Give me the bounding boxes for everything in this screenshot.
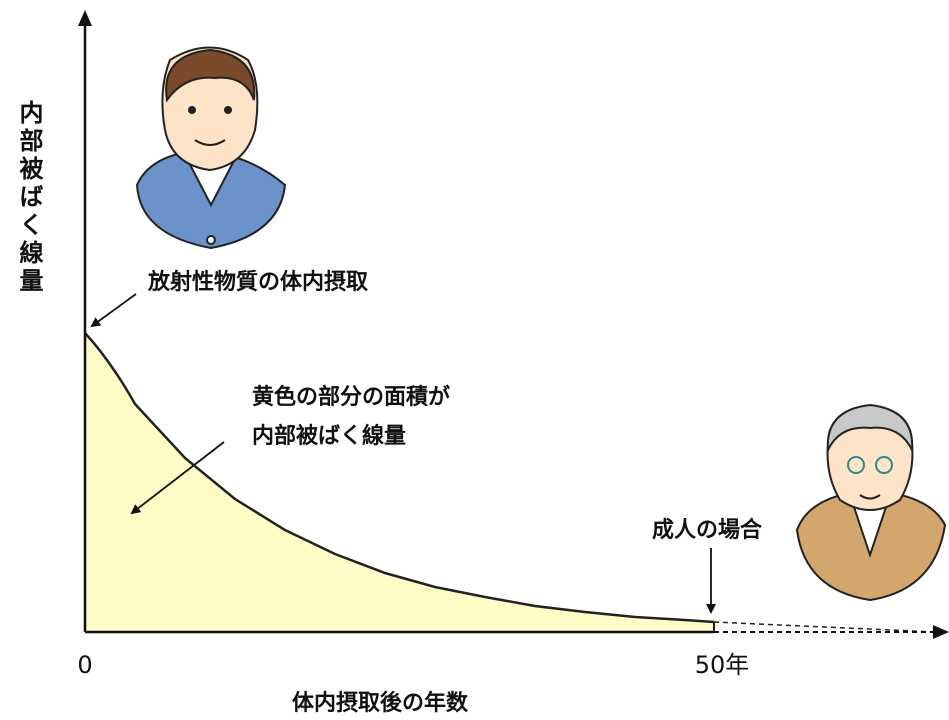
x-axis-arrow: [933, 625, 949, 639]
dashed-tail: [713, 621, 936, 633]
annotation: 放射性物質の体内摂取: [147, 269, 368, 295]
annotation: 成人の場合: [652, 517, 763, 543]
x-axis-title: 体内摂取後の年数: [292, 690, 469, 716]
old-man-icon: [795, 403, 947, 602]
y-axis-title: 内部被ばく線量: [15, 100, 43, 296]
x-tick-label: 50年: [695, 651, 750, 679]
dose-area: [85, 333, 714, 632]
annotation: 内部被ばく線量: [252, 423, 406, 449]
x-tick-label: 0: [77, 651, 92, 679]
young-man-icon: [135, 46, 287, 250]
y-axis-arrow: [78, 10, 92, 26]
arrow: [90, 293, 137, 328]
arrow: [130, 441, 225, 515]
decay-curve: [84, 332, 715, 624]
annotation: 黄色の部分の面積が: [252, 384, 450, 410]
